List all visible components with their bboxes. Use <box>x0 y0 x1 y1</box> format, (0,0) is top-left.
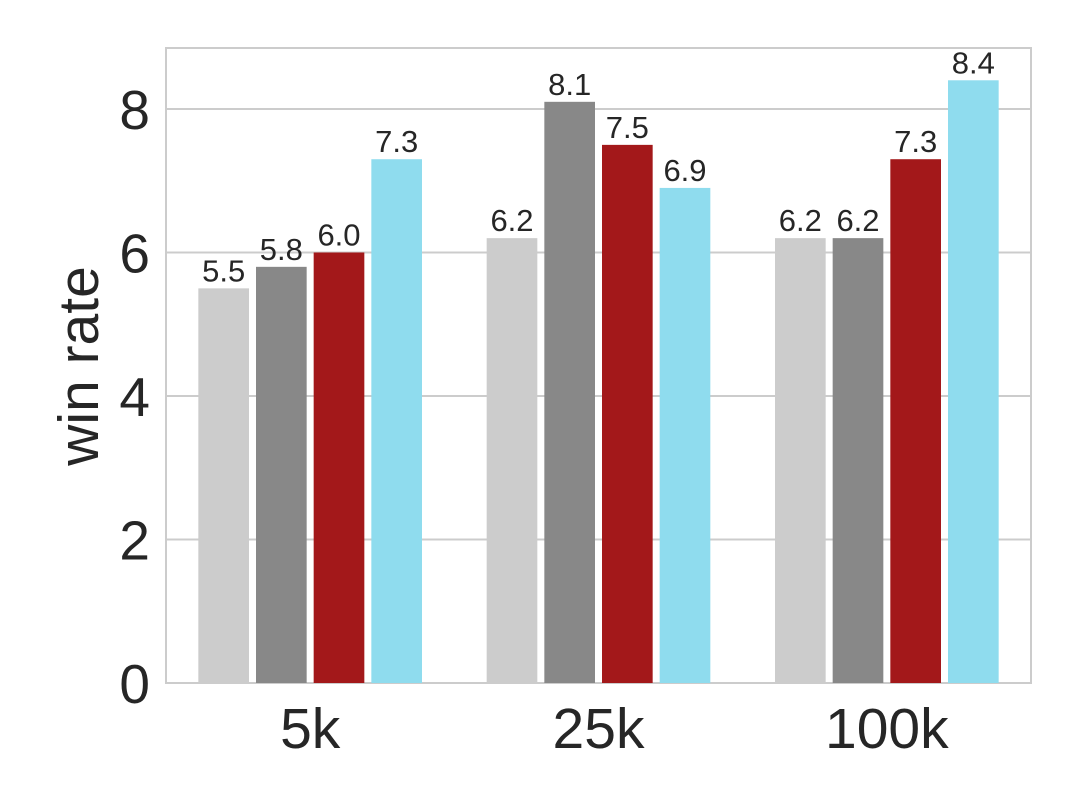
bar <box>371 159 422 683</box>
x-tick-label: 5k <box>280 697 341 761</box>
y-axis-ticks: 0 2 4 6 8 <box>119 79 150 715</box>
bar-value-label: 6.0 <box>317 217 360 252</box>
bar-value-label: 8.1 <box>548 67 591 102</box>
y-tick-label: 4 <box>119 366 150 428</box>
bar <box>602 144 653 684</box>
y-tick-label: 2 <box>119 509 150 571</box>
bar <box>256 266 307 683</box>
bar <box>659 187 711 683</box>
y-tick-label: 0 <box>119 653 150 715</box>
bar <box>313 252 365 684</box>
x-tick-label: 100k <box>825 697 949 761</box>
x-axis-ticks: 5k 25k 100k <box>280 697 949 761</box>
bar <box>486 238 538 683</box>
bar <box>890 159 941 683</box>
bar-value-label: 8.4 <box>952 45 995 80</box>
bar-value-labels: 5.5 5.8 6.0 7.3 6.2 8.1 7.5 6.9 6.2 6.2 7.3 8.4 <box>202 45 995 288</box>
y-tick-label: 6 <box>119 222 150 284</box>
y-axis-label: win rate <box>47 266 111 467</box>
bar-value-label: 7.3 <box>375 124 418 159</box>
bar-value-label: 6.9 <box>663 153 706 188</box>
bar <box>198 288 249 683</box>
bars <box>198 80 999 684</box>
bar <box>775 238 826 683</box>
x-tick-label: 25k <box>553 697 645 761</box>
y-tick-label: 8 <box>119 79 150 141</box>
bar <box>544 101 595 684</box>
bar <box>948 80 999 683</box>
plot-frame <box>165 47 1032 684</box>
bar-value-label: 6.2 <box>490 203 533 238</box>
bar-value-label: 5.8 <box>260 232 303 267</box>
bar-value-label: 6.2 <box>836 203 879 238</box>
bar-value-label: 6.2 <box>779 203 822 238</box>
bar-value-label: 7.5 <box>606 110 649 145</box>
bar <box>832 238 884 683</box>
bar-value-label: 7.3 <box>894 124 937 159</box>
bar-value-label: 5.5 <box>202 253 245 288</box>
